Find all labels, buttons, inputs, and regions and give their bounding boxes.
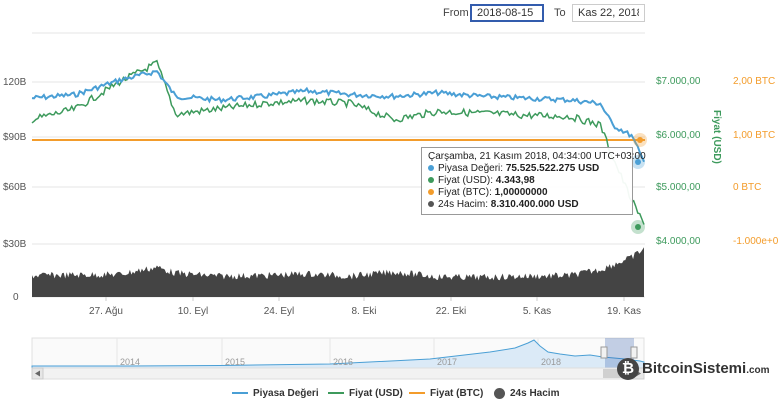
legend-swatch	[232, 392, 248, 395]
hover-marker-usd-core	[635, 224, 641, 230]
legend-label: Fiyat (BTC)	[430, 388, 484, 399]
left-tick: 0	[13, 292, 19, 303]
x-tick: 24. Eyl	[264, 306, 295, 317]
x-axis-labels: 27. Ağu 10. Eyl 24. Eyl 8. Eki 22. Eki 5…	[89, 306, 641, 317]
legend-item-usd-price[interactable]: Fiyat (USD)	[328, 388, 403, 399]
navigator-handle-left[interactable]	[600, 346, 608, 359]
x-tick: 8. Eki	[351, 306, 376, 317]
tooltip-row-usd-price: Fiyat (USD): 4.343,98	[428, 175, 626, 187]
tooltip-row-volume: 24s Hacim: 8.310.400.000 USD	[428, 199, 626, 211]
chart-tooltip: Çarşamba, 21 Kasım 2018, 04:34:00 UTC+03…	[421, 147, 646, 215]
usd-tick: $4.000,00	[656, 236, 701, 247]
usd-axis-title: Fiyat (USD)	[711, 110, 722, 164]
legend-item-btc-price[interactable]: Fiyat (BTC)	[409, 388, 483, 399]
navigator-handle-right[interactable]	[630, 346, 638, 359]
x-ticks	[105, 297, 625, 301]
tooltip-value: 75.525.522.275 USD	[505, 163, 600, 174]
market-cap-line	[31, 70, 645, 163]
volume-series	[32, 247, 644, 297]
navigator-series	[31, 339, 645, 369]
navigator-year: 2017	[437, 357, 457, 367]
legend-swatch	[409, 392, 425, 395]
legend-circle-icon	[494, 388, 505, 399]
usd-tick: $7.000,00	[656, 76, 701, 87]
x-tick: 27. Ağu	[89, 306, 123, 317]
left-tick: 120B	[3, 77, 27, 88]
x-tick: 10. Eyl	[178, 306, 209, 317]
usd-axis-labels: $7.000,00 $6.000,00 $5.000,00 $4.000,00	[656, 76, 701, 247]
navigator-year: 2018	[541, 357, 561, 367]
hover-marker-cap-core	[635, 159, 641, 165]
legend-label: 24s Hacim	[510, 388, 560, 400]
btc-tick: 0 BTC	[733, 182, 761, 193]
tooltip-value: 8.310.400.000 USD	[490, 199, 579, 210]
legend-label: Fiyat (USD)	[349, 388, 403, 399]
left-tick: $90B	[3, 132, 27, 143]
scrollbar-left-arrow-icon	[35, 370, 40, 377]
btc-tick: 1,00 BTC	[733, 130, 775, 141]
usd-tick: $5.000,00	[656, 182, 701, 193]
navigator-year: 2015	[225, 357, 245, 367]
bitcoinsistemi-logo: ₿ BitcoinSistemi.com	[617, 358, 770, 380]
tooltip-label: Piyasa Değeri:	[438, 163, 506, 174]
tooltip-value: 4.343,98	[495, 175, 535, 186]
btc-axis-labels: 2,00 BTC 1,00 BTC 0 BTC -1.000e+0	[733, 76, 779, 247]
left-tick: $60B	[3, 182, 27, 193]
tooltip-value: 1,00000000	[494, 187, 548, 198]
btc-tick: -1.000e+0	[733, 236, 779, 247]
from-label: From	[443, 7, 469, 19]
x-tick: 19. Kas	[607, 306, 641, 317]
navigator-year: 2014	[120, 357, 140, 367]
navigator[interactable]: 2014 2015 2016 2017 2018	[31, 337, 645, 380]
tooltip-label: 24s Hacim:	[438, 199, 491, 210]
legend-item-market-cap[interactable]: Piyasa Değeri	[232, 388, 319, 399]
usd-tick: $6.000,00	[656, 130, 701, 141]
scrollbar-track[interactable]	[31, 367, 645, 380]
tooltip-label: Fiyat (BTC):	[438, 187, 495, 198]
left-tick: $30B	[3, 239, 27, 250]
tooltip-row-btc-price: Fiyat (BTC): 1,00000000	[428, 187, 626, 199]
tooltip-dot	[428, 165, 434, 172]
to-date-input[interactable]	[572, 4, 645, 22]
tooltip-row-market-cap: Piyasa Değeri: 75.525.522.275 USD	[428, 163, 626, 175]
tooltip-dot	[428, 189, 434, 196]
left-axis-labels: 120B $90B $60B $30B 0	[3, 77, 27, 303]
logo-suffix: .com	[746, 364, 770, 376]
from-date-input[interactable]	[470, 4, 544, 22]
legend-item-volume[interactable]: 24s Hacim	[494, 388, 559, 399]
btc-tick: 2,00 BTC	[733, 76, 775, 87]
to-label: To	[554, 7, 566, 19]
usd-price-line	[31, 59, 645, 225]
x-tick: 5. Kas	[523, 306, 551, 317]
legend-swatch	[328, 392, 344, 395]
tooltip-dot	[428, 177, 434, 184]
hover-marker-btc-core	[637, 137, 643, 143]
navigator-year: 2016	[333, 357, 353, 367]
bitcoin-logo-icon: ₿	[617, 358, 639, 380]
volume-area	[32, 247, 644, 297]
tooltip-dot	[428, 201, 434, 208]
legend-label: Piyasa Değeri	[253, 388, 319, 399]
tooltip-label: Fiyat (USD):	[438, 175, 496, 186]
tooltip-header: Çarşamba, 21 Kasım 2018, 04:34:00 UTC+03…	[428, 151, 646, 162]
logo-text: BitcoinSistemi	[642, 359, 747, 377]
x-tick: 22. Eki	[436, 306, 467, 317]
